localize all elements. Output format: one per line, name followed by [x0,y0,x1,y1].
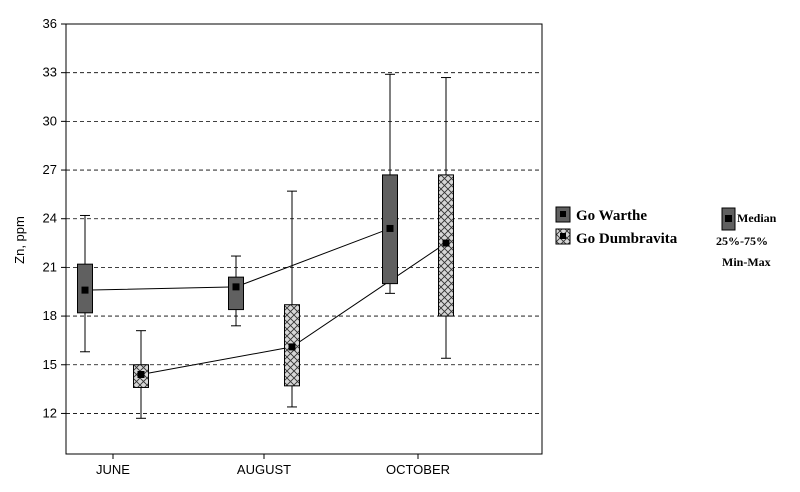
y-tick-label: 33 [43,65,57,80]
key-whisker-label: Min-Max [722,255,771,269]
x-tick-label: OCTOBER [386,462,450,477]
y-tick-label: 36 [43,16,57,31]
median-marker [232,283,240,291]
grid-lines [66,72,542,414]
y-axis-ticks: 12 15 18 21 24 27 30 33 36 [43,16,66,420]
legend: Go Warthe Go Dumbravita Median 25%-75% M… [555,206,777,269]
key-box-label: 25%-75% [716,234,768,248]
y-tick-label: 24 [43,211,57,226]
median-marker [137,370,145,378]
key-median-marker [725,215,732,222]
x-tick-label: AUGUST [237,462,291,477]
y-tick-label: 27 [43,162,57,177]
y-tick-label: 21 [43,259,57,274]
median-marker [81,286,89,294]
y-tick-label: 18 [43,308,57,323]
box-go-dumbravita-june [133,330,149,419]
box-go-warthe-june [77,214,93,353]
box-go-dumbravita-october [438,77,454,359]
median-marker [442,239,450,247]
box-key: Median 25%-75% Min-Max [716,207,777,269]
plot-area [65,23,543,455]
y-tick-label: 12 [43,405,57,420]
legend-label-go-warthe: Go Warthe [576,208,647,224]
legend-item-go-warthe: Go Warthe [555,206,647,224]
legend-swatch-marker [560,211,566,217]
x-tick-label: JUNE [96,462,130,477]
legend-item-go-dumbravita: Go Dumbravita [555,228,678,247]
y-axis-title: Zn, ppm [12,216,27,264]
legend-label-go-dumbravita: Go Dumbravita [576,231,678,247]
median-marker [288,343,296,351]
y-tick-label: 30 [43,113,57,128]
box-go-warthe-august [228,255,244,327]
box-go-warthe-october [382,73,398,294]
key-median-label: Median [737,211,777,225]
y-tick-label: 15 [43,357,57,372]
median-marker [386,224,394,232]
x-axis-ticks: JUNE AUGUST OCTOBER [96,454,450,477]
legend-swatch-marker [560,233,566,239]
iqr-box [228,276,244,311]
box-go-dumbravita-august [284,190,300,408]
box-series [77,73,454,419]
